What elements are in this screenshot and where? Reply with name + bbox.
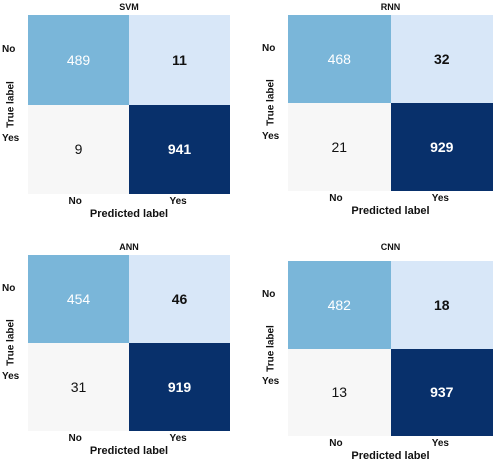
y-tick-label: Yes xyxy=(262,131,280,142)
x-tick-label: Yes xyxy=(169,433,187,444)
matrix-cell: 18 xyxy=(390,261,493,349)
matrix-cell: 31 xyxy=(28,343,129,431)
x-tick-label: Yes xyxy=(431,193,449,204)
matrix-cell: 21 xyxy=(288,103,391,191)
matrix-cell: 11 xyxy=(129,15,230,105)
chart-title: SVM xyxy=(119,2,139,12)
x-tick-label: No xyxy=(329,193,343,204)
y-tick-label: No xyxy=(2,43,16,55)
matrix-cell: 489 xyxy=(28,15,129,105)
y-tick-label: Yes xyxy=(2,133,20,145)
matrix-cell: 46 xyxy=(129,255,230,343)
y-tick-label: No xyxy=(262,43,276,54)
y-tick-label: Yes xyxy=(262,376,280,388)
y-axis-label: True label xyxy=(5,80,17,128)
matrix-cell: 454 xyxy=(28,255,129,343)
matrix-cell: 32 xyxy=(390,15,493,103)
matrix-cell: 9 xyxy=(28,104,129,194)
x-tick-label: No xyxy=(68,433,82,444)
x-axis-label: Predicted label xyxy=(89,445,169,457)
matrix-cell: 941 xyxy=(129,104,230,194)
matrix-cell: 937 xyxy=(390,348,493,436)
y-axis-label: True label xyxy=(5,319,17,366)
y-tick-label: No xyxy=(2,283,16,294)
chart-title: RNN xyxy=(380,2,401,12)
matrix-cell: 919 xyxy=(129,343,230,431)
y-tick-label: No xyxy=(262,288,276,300)
x-tick-label: Yes xyxy=(169,196,187,207)
x-axis-label: Predicted label xyxy=(89,208,169,220)
matrix-cell: 468 xyxy=(288,15,391,103)
matrix-cell: 13 xyxy=(288,348,391,436)
y-axis-label: True label xyxy=(265,324,277,372)
matrix-cell: 929 xyxy=(390,103,493,191)
x-tick-label: No xyxy=(329,438,343,449)
chart-title: CNN xyxy=(380,242,401,252)
x-axis-label: Predicted label xyxy=(351,205,430,217)
x-tick-label: No xyxy=(68,196,82,207)
x-axis-label: Predicted label xyxy=(351,450,430,462)
chart-title: ANN xyxy=(119,242,139,252)
y-tick-label: Yes xyxy=(2,371,20,382)
matrix-cell: 482 xyxy=(288,261,391,349)
x-tick-label: Yes xyxy=(431,438,449,449)
y-axis-label: True label xyxy=(265,79,277,126)
